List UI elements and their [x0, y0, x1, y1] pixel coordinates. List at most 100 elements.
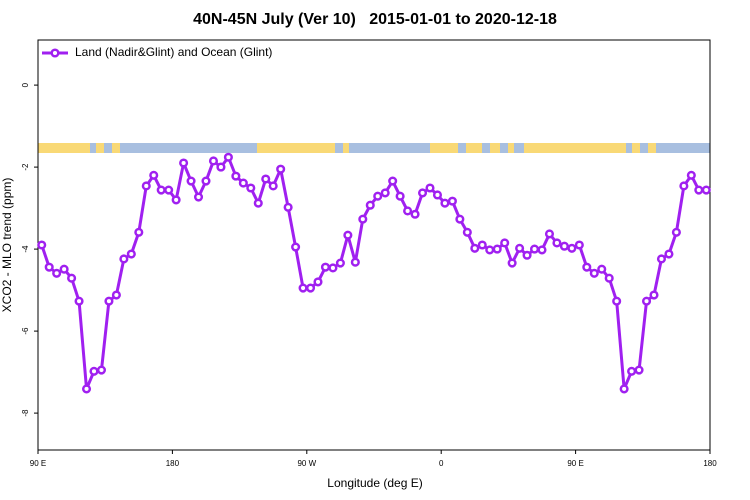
- data-point: [283, 202, 293, 212]
- data-point: [223, 152, 233, 162]
- data-point: [641, 296, 652, 306]
- data-point: [567, 243, 577, 253]
- data-point: [470, 243, 480, 253]
- data-point: [186, 176, 196, 186]
- data-point: [253, 198, 263, 208]
- land-band: [508, 143, 514, 153]
- legend-marker: [50, 48, 60, 58]
- data-point: [447, 196, 457, 206]
- data-point: [649, 290, 659, 300]
- x-tick-label: 0: [439, 459, 444, 468]
- data-point: [477, 240, 487, 250]
- chart-title: 40N-45N July (Ver 10) 2015-01-01 to 2020…: [193, 11, 557, 28]
- data-point: [89, 366, 99, 376]
- data-point: [74, 296, 84, 306]
- data-point: [111, 290, 121, 300]
- data-point: [694, 185, 704, 195]
- legend-label: Land (Nadir&Glint) and Ocean (Glint): [75, 45, 272, 59]
- y-tick-label: -8: [21, 409, 30, 417]
- data-point: [522, 250, 532, 260]
- data-point: [574, 240, 584, 250]
- series-line: [40, 155, 707, 391]
- land-band: [257, 143, 335, 153]
- data-point: [67, 273, 77, 283]
- data-point: [619, 384, 629, 394]
- data-point: [500, 238, 510, 248]
- data-point: [343, 230, 353, 240]
- plot-frame: [37, 39, 711, 451]
- y-tick-label: -6: [21, 327, 30, 335]
- data-point: [417, 188, 428, 198]
- y-axis-label: XCO2 - MLO trend (ppm): [0, 178, 14, 313]
- data-point: [395, 191, 405, 201]
- data-point: [597, 264, 607, 274]
- data-point: [432, 190, 443, 200]
- data-point: [119, 254, 129, 264]
- data-point: [59, 264, 69, 274]
- data-point: [589, 268, 599, 278]
- data-point: [305, 283, 316, 293]
- data-point: [507, 258, 517, 268]
- data-point: [261, 174, 271, 184]
- y-tick-label: 0: [21, 82, 30, 87]
- data-point: [492, 244, 502, 254]
- data-point: [52, 268, 62, 278]
- data-point: [298, 283, 308, 293]
- data-point: [671, 227, 681, 237]
- data-point: [81, 384, 92, 394]
- data-point: [320, 262, 331, 272]
- data-point: [179, 158, 189, 168]
- data-point: [231, 171, 241, 181]
- data-point: [134, 227, 144, 237]
- data-point: [634, 365, 644, 375]
- data-point: [313, 277, 323, 287]
- data-point: [358, 214, 368, 224]
- data-point: [529, 244, 540, 254]
- data-point: [208, 156, 219, 166]
- data-point: [485, 245, 495, 255]
- data-point: [216, 162, 226, 172]
- data-point: [403, 206, 413, 216]
- y-tick-label: -4: [21, 245, 30, 253]
- data-point: [552, 238, 562, 248]
- data-point: [149, 170, 159, 180]
- data-point: [126, 249, 136, 259]
- x-tick-label: 180: [166, 459, 180, 468]
- data-point: [37, 240, 47, 250]
- data-point: [388, 176, 398, 186]
- data-point: [515, 243, 525, 253]
- data-point: [164, 185, 174, 195]
- data-point: [276, 164, 286, 174]
- data-point: [544, 229, 555, 239]
- y-tick-label: -2: [21, 163, 30, 171]
- data-point: [582, 262, 592, 272]
- data-point: [96, 365, 107, 375]
- land-band: [632, 143, 640, 153]
- data-point: [537, 245, 547, 255]
- data-point: [455, 214, 465, 224]
- data-point: [410, 209, 420, 219]
- data-point: [559, 241, 569, 251]
- data-point: [193, 192, 204, 202]
- land-band: [490, 143, 500, 153]
- data-point: [171, 195, 181, 205]
- land-ocean-band: [38, 143, 710, 153]
- data-point: [627, 366, 637, 376]
- data-point: [44, 262, 54, 272]
- data-point: [141, 181, 151, 191]
- x-axis-label: Longitude (deg E): [327, 476, 422, 490]
- data-point: [335, 258, 345, 268]
- data-point: [656, 254, 667, 264]
- ocean-band: [38, 143, 710, 153]
- data-point: [268, 181, 278, 191]
- data-point: [156, 185, 166, 195]
- data-point: [246, 183, 256, 193]
- data-point: [201, 176, 211, 186]
- data-point: [373, 191, 383, 201]
- land-band: [343, 143, 349, 153]
- data-point: [686, 170, 696, 180]
- data-point: [104, 296, 114, 306]
- data-point: [380, 188, 390, 198]
- data-point: [365, 200, 375, 210]
